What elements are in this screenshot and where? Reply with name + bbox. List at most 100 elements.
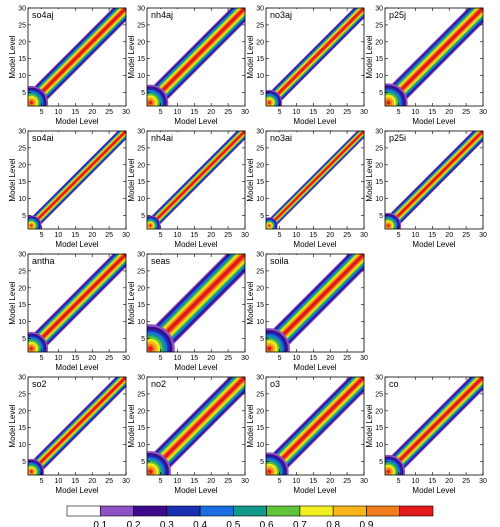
y-tick-label: 5 (260, 90, 264, 97)
panel-label: so4aj (32, 10, 54, 20)
panel-label-bg (29, 132, 63, 144)
y-tick-label: 20 (137, 162, 145, 169)
panel-p25i: 5 5 10 10 15 15 20 20 25 25 30 30 Model Level Model L… (365, 129, 487, 250)
panel-label: nh4ai (151, 133, 173, 143)
y-tick-label: 30 (18, 6, 26, 13)
contour-bands (28, 131, 126, 229)
plot-frame (146, 253, 246, 353)
x-tick-label: 10 (293, 355, 301, 362)
x-tick-label: 10 (412, 232, 420, 239)
y-axis-label: Model Level (246, 158, 255, 201)
contour-bands (385, 131, 483, 229)
contour-bands (147, 131, 245, 229)
plot-frame (384, 376, 484, 476)
x-tick-label: 30 (241, 355, 249, 362)
x-tick-label: 10 (174, 232, 182, 239)
y-tick-label: 10 (18, 319, 26, 326)
colorbar-box (99, 505, 134, 517)
y-tick-label: 25 (18, 145, 26, 152)
x-axis-label: Model Level (174, 486, 217, 495)
panel-label: antha (32, 256, 55, 266)
contour-bands (28, 377, 126, 475)
panel-label: no2 (151, 379, 166, 389)
x-tick-label: 15 (190, 478, 198, 485)
y-axis-label: Model Level (127, 281, 136, 324)
y-axis-label: Model Level (8, 158, 17, 201)
contour-bands (266, 131, 364, 229)
contour-lowlevel-10 (148, 100, 153, 105)
x-tick-label: 15 (190, 355, 198, 362)
x-tick-label: 20 (326, 232, 334, 239)
x-tick-label: 15 (190, 232, 198, 239)
y-tick-label: 25 (18, 391, 26, 398)
colorbar-label: 0.3 (160, 520, 174, 527)
panel-label: o3 (270, 379, 280, 389)
y-axis-label: Model Level (246, 281, 255, 324)
x-tick-label: 20 (207, 109, 215, 116)
panel-no2: 5 5 10 10 15 15 20 20 25 25 30 30 Model Level Model L… (127, 375, 249, 496)
y-axis-label: Model Level (365, 158, 374, 201)
contour-lowlevel-10 (386, 469, 391, 474)
plot-frame (146, 130, 246, 230)
y-tick-label: 30 (18, 129, 26, 136)
y-tick-label: 5 (141, 90, 145, 97)
y-tick-label: 20 (137, 285, 145, 292)
panel-label-bg (267, 255, 301, 267)
x-axis-label: Model Level (412, 117, 455, 126)
panel-label-bg (29, 255, 63, 267)
x-tick-label: 5 (40, 355, 44, 362)
panel-label-bg (267, 132, 301, 144)
x-tick-label: 20 (88, 109, 96, 116)
contour-lowlevel-10 (387, 224, 390, 227)
contour-lowlevel-10 (267, 346, 272, 351)
contour-lowlevel-10 (268, 224, 271, 227)
x-tick-label: 15 (428, 109, 436, 116)
panel-label: no3aj (270, 10, 292, 20)
x-axis-label: Model Level (55, 240, 98, 249)
x-tick-label: 30 (360, 109, 368, 116)
x-tick-label: 5 (159, 355, 163, 362)
panel-so2: 5 5 10 10 15 15 20 20 25 25 30 30 Model Level Model L… (8, 375, 130, 496)
panel-grid: 5 5 10 10 15 15 20 20 25 25 30 30 Model Level Model L… (8, 6, 487, 496)
plot-frame (27, 7, 127, 107)
panel-label: nh4aj (151, 10, 173, 20)
y-tick-label: 25 (256, 145, 264, 152)
x-tick-label: 20 (88, 232, 96, 239)
y-tick-label: 5 (260, 336, 264, 343)
y-tick-label: 5 (379, 213, 383, 220)
x-axis-label: Model Level (293, 486, 336, 495)
x-tick-label: 20 (207, 232, 215, 239)
x-tick-label: 30 (122, 355, 130, 362)
x-tick-label: 5 (40, 232, 44, 239)
panel-label-bg (148, 9, 182, 21)
y-tick-label: 20 (256, 162, 264, 169)
x-tick-label: 25 (343, 478, 351, 485)
x-tick-label: 20 (326, 109, 334, 116)
y-tick-label: 20 (137, 39, 145, 46)
y-axis-label: Model Level (365, 404, 374, 447)
y-tick-label: 20 (256, 285, 264, 292)
y-tick-label: 5 (22, 90, 26, 97)
x-tick-label: 15 (71, 355, 79, 362)
colorbar-label: 0.2 (127, 520, 141, 527)
x-tick-label: 30 (241, 478, 249, 485)
colorbar-box (233, 505, 267, 517)
contour-level-10 (147, 131, 245, 229)
y-tick-label: 15 (137, 302, 145, 309)
y-tick-label: 30 (375, 375, 383, 382)
contour-bands (385, 377, 483, 475)
y-tick-label: 5 (22, 213, 26, 220)
x-tick-label: 10 (55, 478, 63, 485)
contour-bands (266, 254, 364, 352)
y-tick-label: 20 (18, 408, 26, 415)
contour-lowlevel-10 (386, 100, 391, 105)
x-tick-label: 25 (224, 232, 232, 239)
x-tick-label: 25 (105, 478, 113, 485)
contour-lowlevel-10 (147, 346, 153, 352)
y-axis-label: Model Level (8, 281, 17, 324)
x-tick-label: 15 (71, 478, 79, 485)
panel-label-bg (148, 378, 171, 390)
x-tick-label: 5 (278, 232, 282, 239)
colorbar-box (399, 505, 434, 517)
x-tick-label: 15 (309, 109, 317, 116)
